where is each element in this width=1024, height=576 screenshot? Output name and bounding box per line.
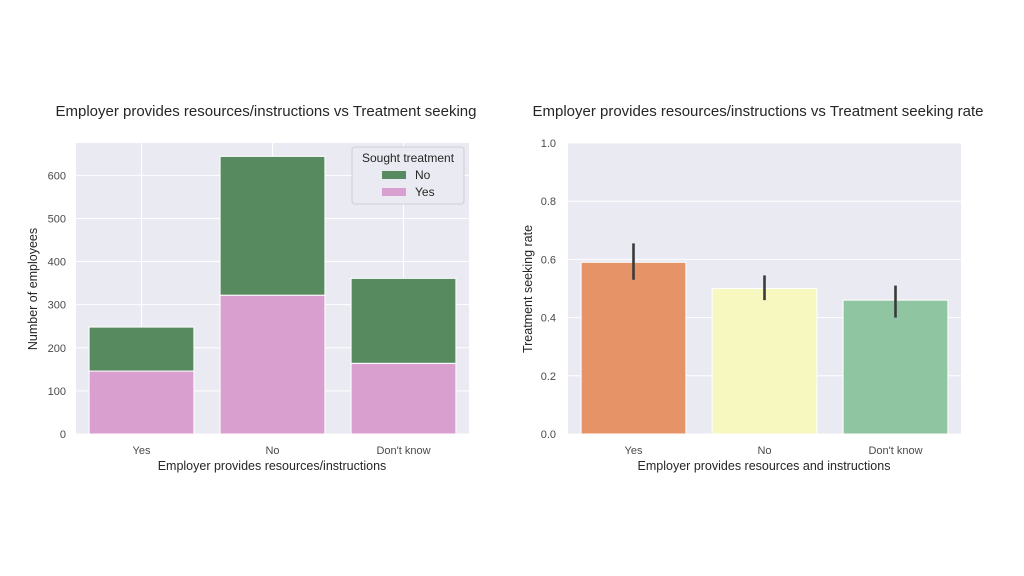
right-y-axis-label: Treatment seeking rate	[521, 225, 535, 353]
y-tick-label: 0	[60, 429, 66, 441]
y-tick-label: 200	[48, 343, 66, 355]
bar-no-no	[219, 155, 326, 296]
left-bars	[88, 155, 457, 435]
left-x-ticks: Yes No Don't know	[133, 445, 431, 457]
legend-label-yes: Yes	[415, 185, 435, 199]
bar-no-yes	[88, 326, 195, 372]
x-tick-label: Yes	[625, 445, 643, 457]
right-chart: Employer provides resources/instructions…	[521, 103, 984, 473]
x-tick-label: Don't know	[868, 445, 922, 457]
y-tick-label: 300	[48, 300, 66, 312]
legend: Sought treatment No Yes	[351, 146, 465, 205]
y-tick-label: 500	[48, 213, 66, 225]
y-tick-label: 100	[48, 386, 66, 398]
right-chart-title: Employer provides resources/instructions…	[532, 103, 983, 120]
y-tick-label: 400	[48, 257, 66, 269]
y-tick-label: 0.8	[541, 196, 556, 208]
bar-no	[711, 288, 818, 435]
bar-yes-don-t-know	[350, 362, 457, 435]
legend-label-no: No	[415, 168, 431, 182]
bar-yes-no	[219, 294, 326, 435]
bar-yes-yes	[88, 370, 195, 435]
left-chart-title: Employer provides resources/instructions…	[55, 103, 476, 120]
x-tick-label: Don't know	[376, 445, 430, 457]
legend-swatch-no	[382, 171, 406, 179]
left-x-axis-label: Employer provides resources/instructions	[158, 459, 387, 473]
left-chart: Employer provides resources/instructions…	[26, 103, 477, 473]
bar-yes	[580, 261, 687, 435]
y-tick-label: 0.2	[541, 371, 556, 383]
y-tick-label: 600	[48, 170, 66, 182]
right-y-ticks: 0.0 0.2 0.4 0.6 0.8 1.0	[541, 138, 556, 441]
bar-no-don-t-know	[350, 277, 457, 364]
bar-don-t-know	[842, 299, 949, 435]
y-tick-label: 1.0	[541, 138, 556, 150]
left-y-ticks: 0 100 200 300 400 500 600	[48, 170, 66, 441]
y-tick-label: 0.0	[541, 429, 556, 441]
legend-swatch-yes	[382, 188, 406, 196]
y-tick-label: 0.6	[541, 254, 556, 266]
x-tick-label: Yes	[133, 445, 151, 457]
right-x-ticks: Yes No Don't know	[625, 445, 923, 457]
x-tick-label: No	[265, 445, 279, 457]
right-error-bars	[632, 243, 897, 318]
legend-title: Sought treatment	[362, 151, 455, 165]
right-bars	[580, 261, 949, 435]
legend-box	[351, 146, 465, 205]
y-tick-label: 0.4	[541, 313, 556, 325]
left-y-axis-label: Number of employees	[26, 228, 40, 350]
right-x-axis-label: Employer provides resources and instruct…	[638, 459, 891, 473]
x-tick-label: No	[757, 445, 771, 457]
